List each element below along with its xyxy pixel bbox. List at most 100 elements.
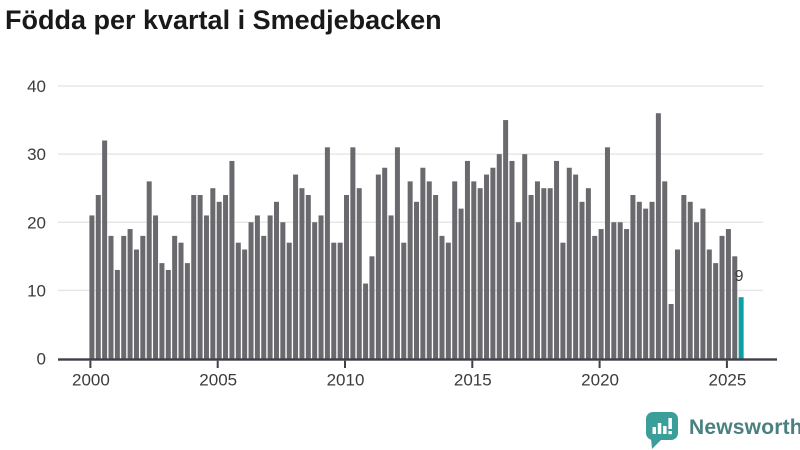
bar: [719, 235, 725, 359]
bar: [496, 154, 502, 359]
bar: [445, 242, 451, 359]
bar: [433, 195, 439, 359]
y-axis-label-20: 20: [27, 213, 46, 232]
bar: [426, 181, 432, 359]
bar: [515, 222, 521, 359]
bar: [687, 201, 693, 359]
bar: [394, 147, 400, 359]
x-axis-label-2005: 2005: [199, 371, 237, 390]
bar: [547, 188, 553, 359]
bar: [655, 113, 661, 359]
bar: [706, 249, 712, 359]
bar: [95, 195, 101, 359]
bar: [248, 222, 254, 359]
bar: [509, 160, 515, 359]
bar: [89, 215, 95, 359]
bar: [528, 195, 534, 359]
bar: [165, 269, 171, 359]
bar: [414, 201, 420, 359]
bar: [604, 147, 610, 359]
y-axis-label-0: 0: [37, 350, 46, 369]
bar: [312, 222, 318, 359]
bar: [369, 256, 375, 359]
x-axis-label-2000: 2000: [72, 371, 110, 390]
bar: [401, 242, 407, 359]
bar: [197, 195, 203, 359]
bar: [159, 263, 165, 359]
bar: [573, 174, 579, 359]
bar: [566, 167, 572, 359]
bar: [153, 215, 159, 359]
bar: [172, 235, 178, 359]
bar: [324, 147, 330, 359]
bar: [388, 215, 394, 359]
bar: [337, 242, 343, 359]
bar: [254, 215, 260, 359]
bar: [286, 242, 292, 359]
bar: [503, 120, 509, 359]
bar: [662, 181, 668, 359]
bar: [681, 195, 687, 359]
bar: [127, 229, 133, 359]
bar: [617, 222, 623, 359]
bar: [668, 304, 674, 359]
bar: [331, 242, 337, 359]
bar: [477, 188, 483, 359]
bar: [522, 154, 528, 359]
bar: [624, 229, 630, 359]
newsworthy-logo: Newsworthy: [645, 409, 800, 450]
bar: [293, 174, 299, 359]
bar: [598, 229, 604, 359]
bar: [108, 235, 114, 359]
bar: [191, 195, 197, 359]
bar: [273, 201, 279, 359]
bar: [133, 249, 139, 359]
bar: [216, 201, 222, 359]
bar: [694, 222, 700, 359]
last-bar-value-label: 9: [735, 268, 744, 285]
bar: [471, 181, 477, 359]
bar: [356, 188, 362, 359]
bar: [350, 147, 356, 359]
bar: [299, 188, 305, 359]
bar: [375, 174, 381, 359]
bar: [267, 215, 273, 359]
bar: [490, 167, 496, 359]
x-axis-label-2025: 2025: [708, 371, 746, 390]
bar: [420, 167, 426, 359]
newsworthy-speech-bubble-chart-icon: [646, 412, 678, 449]
bar: [235, 242, 241, 359]
bar: [732, 256, 738, 359]
bar: [102, 140, 108, 359]
bar: [464, 160, 470, 359]
bar: [229, 160, 235, 359]
bar: [344, 195, 349, 359]
bar: [534, 181, 540, 359]
bar: [458, 208, 464, 359]
bar: [713, 263, 719, 359]
bar: [203, 215, 209, 359]
bar: [280, 222, 286, 359]
bar: [560, 242, 566, 359]
x-axis-line: [58, 358, 777, 361]
bar: [700, 208, 706, 359]
bar: [318, 215, 324, 359]
bar: [114, 269, 120, 359]
bar: [407, 181, 413, 359]
bar: [305, 195, 311, 359]
bar: [585, 188, 591, 359]
highlighted-bar: [738, 297, 744, 359]
bar: [210, 188, 216, 359]
bar: [636, 201, 642, 359]
bar: [484, 174, 490, 359]
bar: [725, 229, 731, 359]
bar: [382, 167, 388, 359]
y-axis-label-40: 40: [27, 77, 46, 96]
bar: [146, 181, 152, 359]
y-axis-label-10: 10: [27, 281, 46, 300]
bar: [242, 249, 248, 359]
bar: [439, 235, 445, 359]
bar: [140, 235, 146, 359]
